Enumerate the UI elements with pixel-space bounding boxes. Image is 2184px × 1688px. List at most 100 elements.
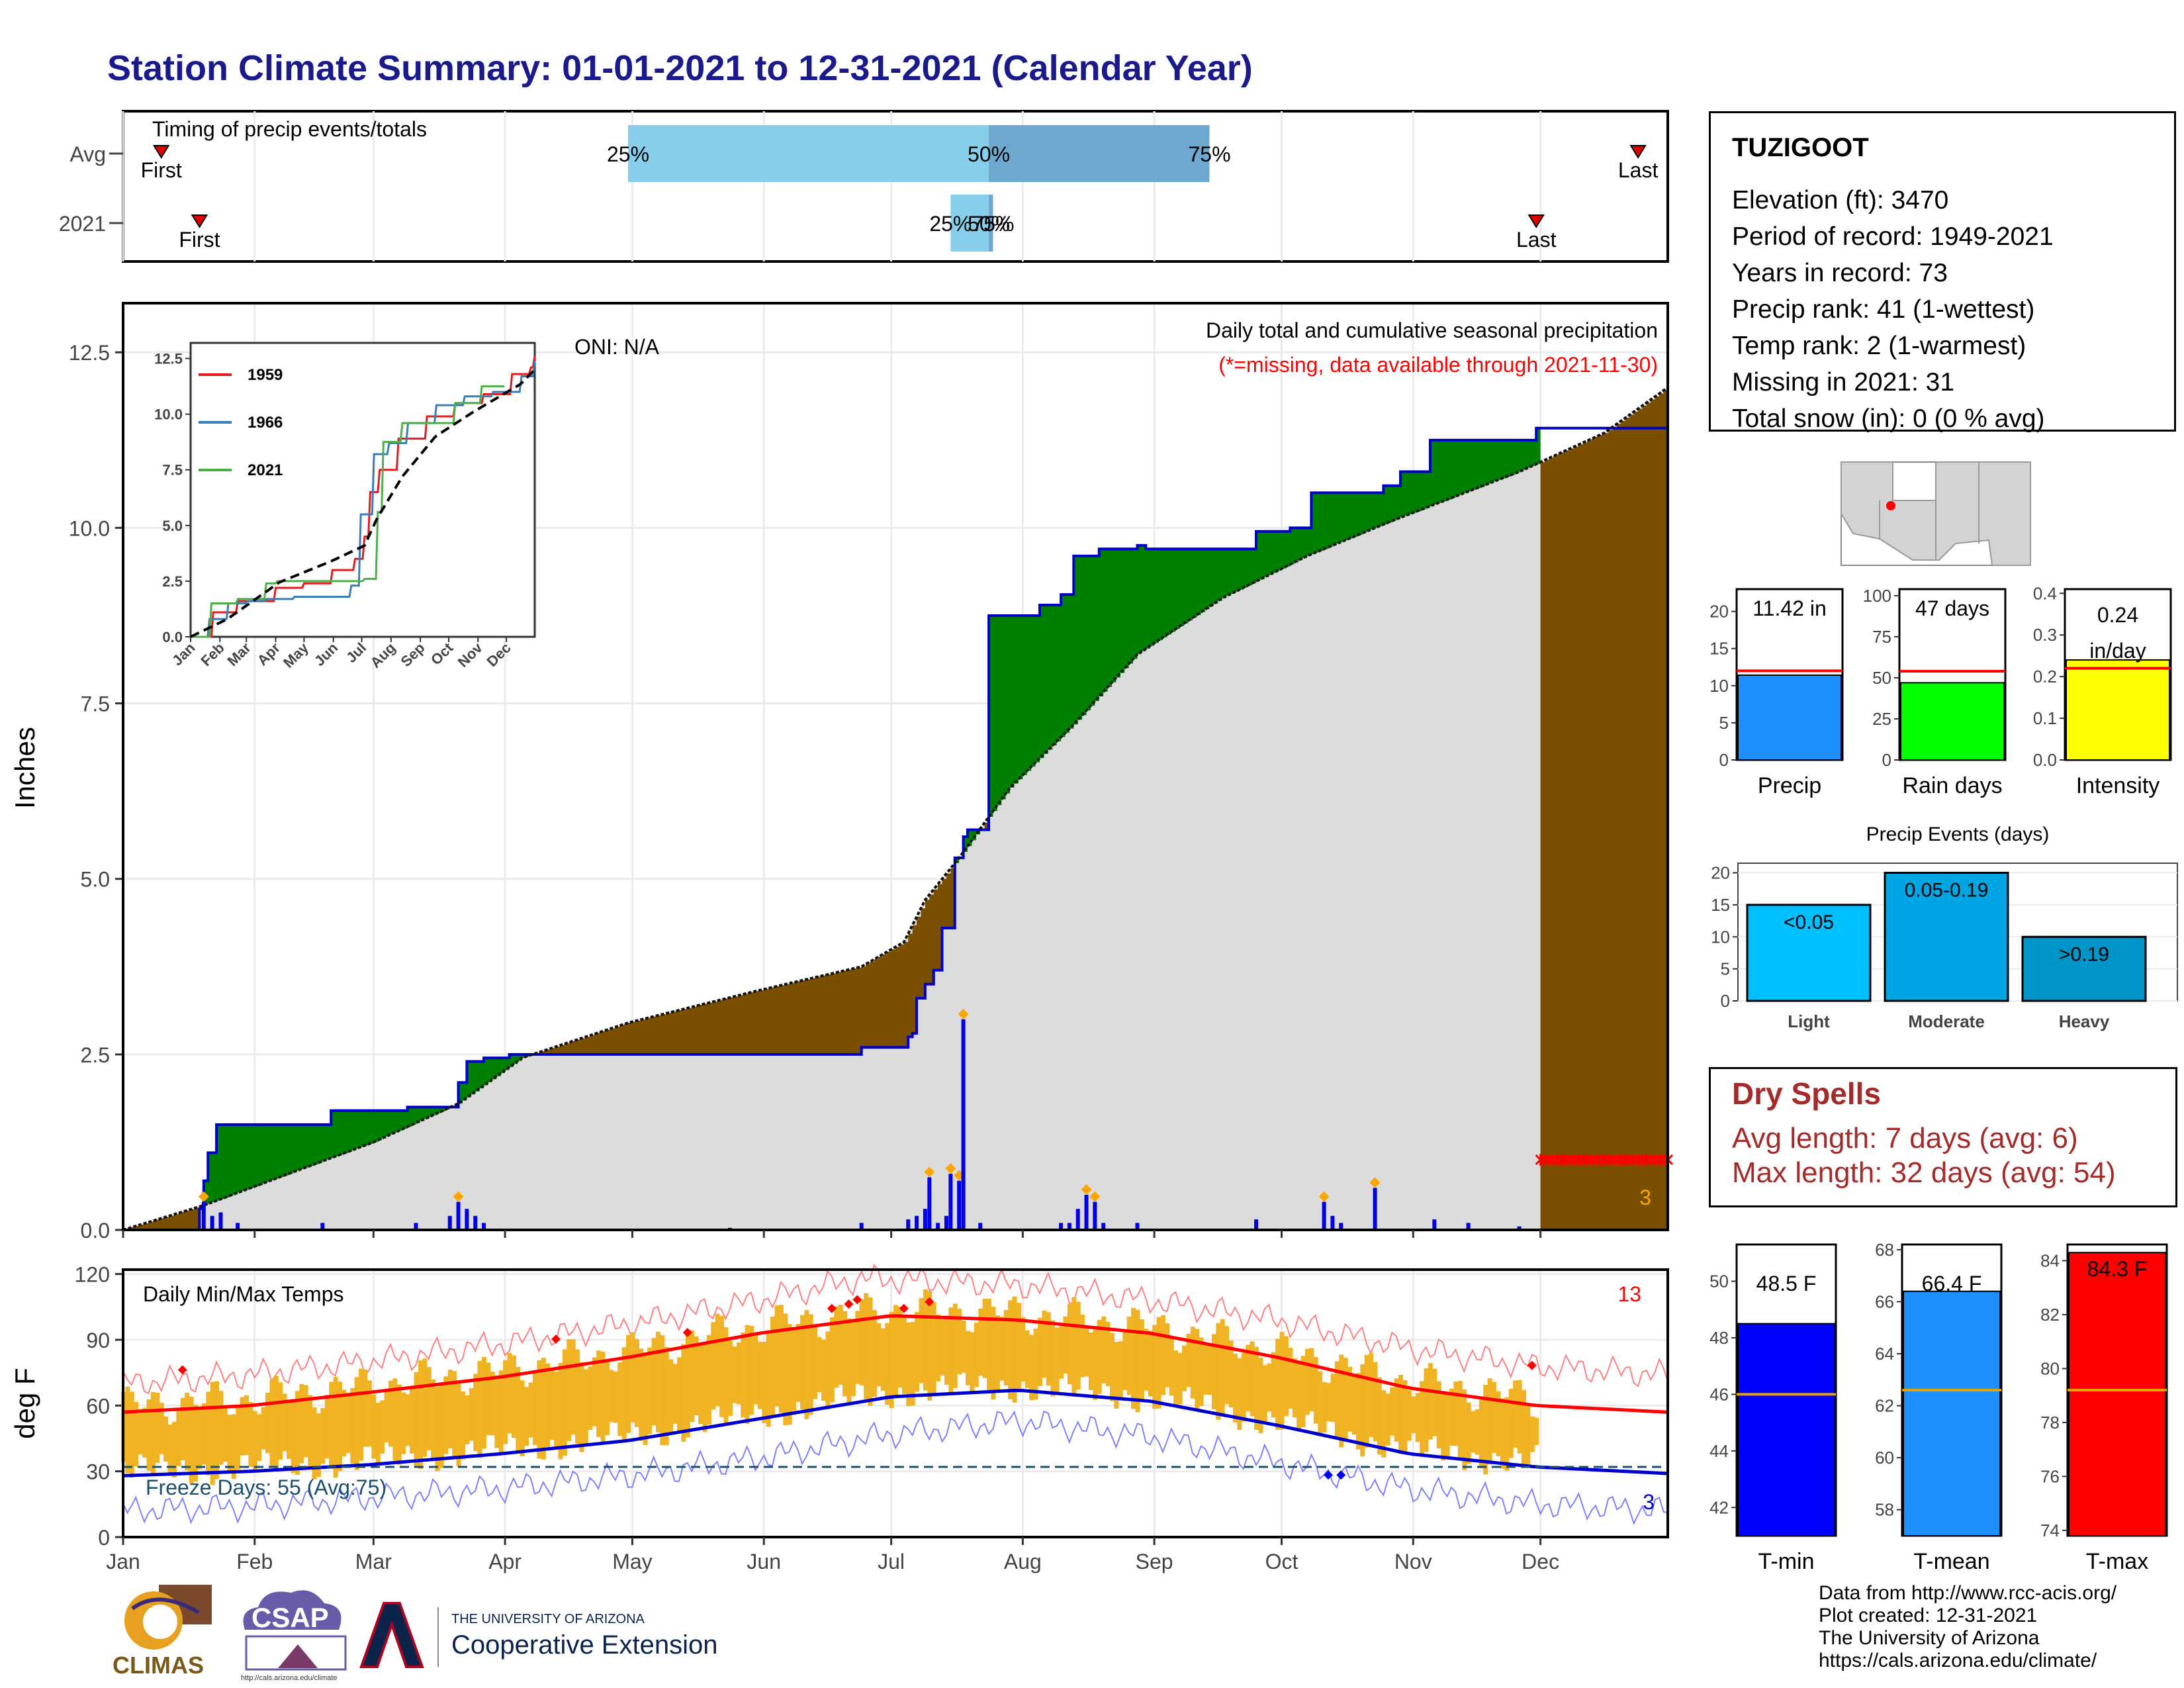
daily-temp-bar bbox=[1441, 1391, 1446, 1461]
daily-temp-bar bbox=[554, 1371, 559, 1448]
daily-temp-bar bbox=[1347, 1366, 1353, 1432]
precip-events-ytick-label: 15 bbox=[1711, 895, 1730, 915]
temp-summary-value: 66.4 F bbox=[1922, 1272, 1982, 1295]
daily-precip-bar bbox=[859, 1223, 864, 1230]
daily-temp-bar bbox=[1334, 1361, 1340, 1437]
daily-temp-bar bbox=[206, 1391, 211, 1476]
daily-temp-bar bbox=[201, 1403, 206, 1465]
credit-line: The University of Arizona bbox=[1819, 1627, 2040, 1649]
daily-temp-bar bbox=[1042, 1310, 1047, 1378]
daily-temp-bar bbox=[583, 1369, 588, 1445]
summary-bar-ytick-label: 0 bbox=[1882, 750, 1891, 770]
daily-temp-bar bbox=[1496, 1391, 1501, 1456]
temp-record-high-marker bbox=[682, 1328, 692, 1338]
daily-temp-bar bbox=[329, 1382, 334, 1469]
daily-temp-bar bbox=[1228, 1340, 1234, 1408]
daily-temp-bar bbox=[1398, 1374, 1404, 1454]
daily-temp-bar bbox=[218, 1391, 224, 1465]
daily-temp-bar bbox=[134, 1401, 139, 1467]
daily-precip-bar bbox=[1135, 1223, 1140, 1230]
daily-temp-bar bbox=[829, 1317, 835, 1403]
daily-temp-bar bbox=[783, 1313, 788, 1426]
summary-bar-ytick-label: 0.3 bbox=[2033, 625, 2057, 645]
daily-temp-bar bbox=[821, 1339, 826, 1401]
daily-temp-bar bbox=[1479, 1397, 1484, 1469]
daily-temp-bar bbox=[592, 1357, 597, 1427]
daily-temp-bar bbox=[338, 1382, 343, 1472]
month-label: Sep bbox=[1136, 1550, 1173, 1573]
daily-temp-bar bbox=[1267, 1363, 1272, 1412]
timing-row-label: Avg bbox=[69, 142, 106, 166]
temp-summary-ytick-label: 64 bbox=[1875, 1344, 1894, 1364]
daily-temp-bar bbox=[630, 1332, 635, 1423]
temp-summary-ytick-label: 60 bbox=[1875, 1448, 1894, 1468]
timing-band-lower bbox=[628, 125, 989, 182]
daily-temp-bar bbox=[1186, 1333, 1191, 1387]
timing-marker-label: First bbox=[141, 158, 182, 182]
daily-temp-bar bbox=[354, 1377, 359, 1470]
summary-bar-ytick-label: 0 bbox=[1719, 750, 1729, 770]
daily-temp-bar bbox=[792, 1328, 797, 1411]
precip-annotation-missing: (*=missing, data available through 2021-… bbox=[1218, 353, 1658, 377]
daily-temp-bar bbox=[906, 1322, 911, 1407]
daily-temp-bar bbox=[923, 1289, 928, 1391]
daily-temp-bar bbox=[626, 1335, 631, 1433]
daily-temp-bar bbox=[278, 1382, 283, 1460]
daily-temp-bar bbox=[1364, 1354, 1369, 1448]
heavy-precip-marker bbox=[1081, 1184, 1092, 1195]
daily-precip-bar bbox=[1059, 1223, 1064, 1230]
dry-spells-max: Max length: 32 days (avg: 54) bbox=[1732, 1156, 2116, 1189]
daily-temp-bar bbox=[859, 1299, 864, 1386]
daily-temp-bar bbox=[410, 1386, 415, 1454]
station-missing: Missing in 2021: 31 bbox=[1732, 368, 1955, 397]
daily-temp-bar bbox=[375, 1403, 381, 1464]
precip-events-chart: Precip Events (days) 0 5 10 15 20 <0.05 Light 0.… bbox=[1711, 823, 2178, 1031]
temp-ytick-label: 30 bbox=[86, 1460, 110, 1484]
daily-precip-bar bbox=[1067, 1223, 1071, 1230]
daily-temp-bar bbox=[817, 1336, 822, 1393]
daily-temp-bar bbox=[252, 1411, 257, 1472]
daily-temp-bar bbox=[159, 1403, 164, 1454]
daily-temp-bar bbox=[345, 1393, 351, 1453]
daily-temp-bar bbox=[732, 1346, 737, 1403]
month-label: Aug bbox=[1004, 1550, 1042, 1573]
daily-temp-bar bbox=[176, 1410, 181, 1466]
daily-temp-bar bbox=[1462, 1389, 1467, 1470]
inset-ytick-label: 12.5 bbox=[154, 351, 183, 367]
daily-temp-bar bbox=[1126, 1316, 1132, 1395]
daily-temp-bar bbox=[303, 1385, 308, 1458]
daily-temp-bar bbox=[1521, 1389, 1526, 1466]
daily-temp-bar bbox=[460, 1391, 465, 1460]
daily-temp-bar bbox=[736, 1342, 741, 1405]
csap-logo: CSAP http://cals.arizona.edu/climate bbox=[241, 1590, 347, 1682]
temp-record-high-marker bbox=[899, 1303, 909, 1313]
daily-temp-bar bbox=[1054, 1327, 1060, 1393]
daily-temp-bar bbox=[396, 1384, 402, 1465]
daily-temp-bar bbox=[1190, 1327, 1195, 1399]
daily-temp-bar bbox=[1508, 1389, 1514, 1458]
month-label: Jun bbox=[747, 1550, 781, 1573]
daily-temp-bar bbox=[477, 1360, 482, 1458]
daily-temp-bar bbox=[723, 1327, 729, 1425]
daily-precip-bar bbox=[978, 1223, 983, 1230]
daily-temp-bar bbox=[893, 1305, 898, 1397]
timing-band-upper bbox=[989, 125, 1210, 182]
daily-temp-bar bbox=[1237, 1358, 1242, 1430]
daily-temp-bar bbox=[498, 1370, 504, 1454]
temp-max-count: 13 bbox=[1617, 1282, 1641, 1306]
daily-temp-bar bbox=[787, 1324, 792, 1425]
daily-temp-bar bbox=[1160, 1315, 1165, 1395]
timing-marker bbox=[1527, 214, 1545, 228]
daily-temp-bar bbox=[167, 1424, 173, 1476]
daily-temp-bar bbox=[1402, 1380, 1408, 1454]
inset-ytick-label: 7.5 bbox=[162, 462, 183, 479]
daily-temp-bar bbox=[549, 1370, 555, 1440]
daily-precip-bar bbox=[1339, 1223, 1343, 1230]
daily-temp-bar bbox=[1232, 1353, 1238, 1423]
daily-temp-bar bbox=[350, 1387, 355, 1464]
daily-temp-bar bbox=[1271, 1352, 1276, 1418]
csap-logo-text: CSAP bbox=[251, 1602, 329, 1633]
daily-temp-bar bbox=[1110, 1333, 1115, 1401]
temp-summary-bar bbox=[1737, 1323, 1835, 1536]
daily-temp-bar bbox=[189, 1397, 194, 1483]
